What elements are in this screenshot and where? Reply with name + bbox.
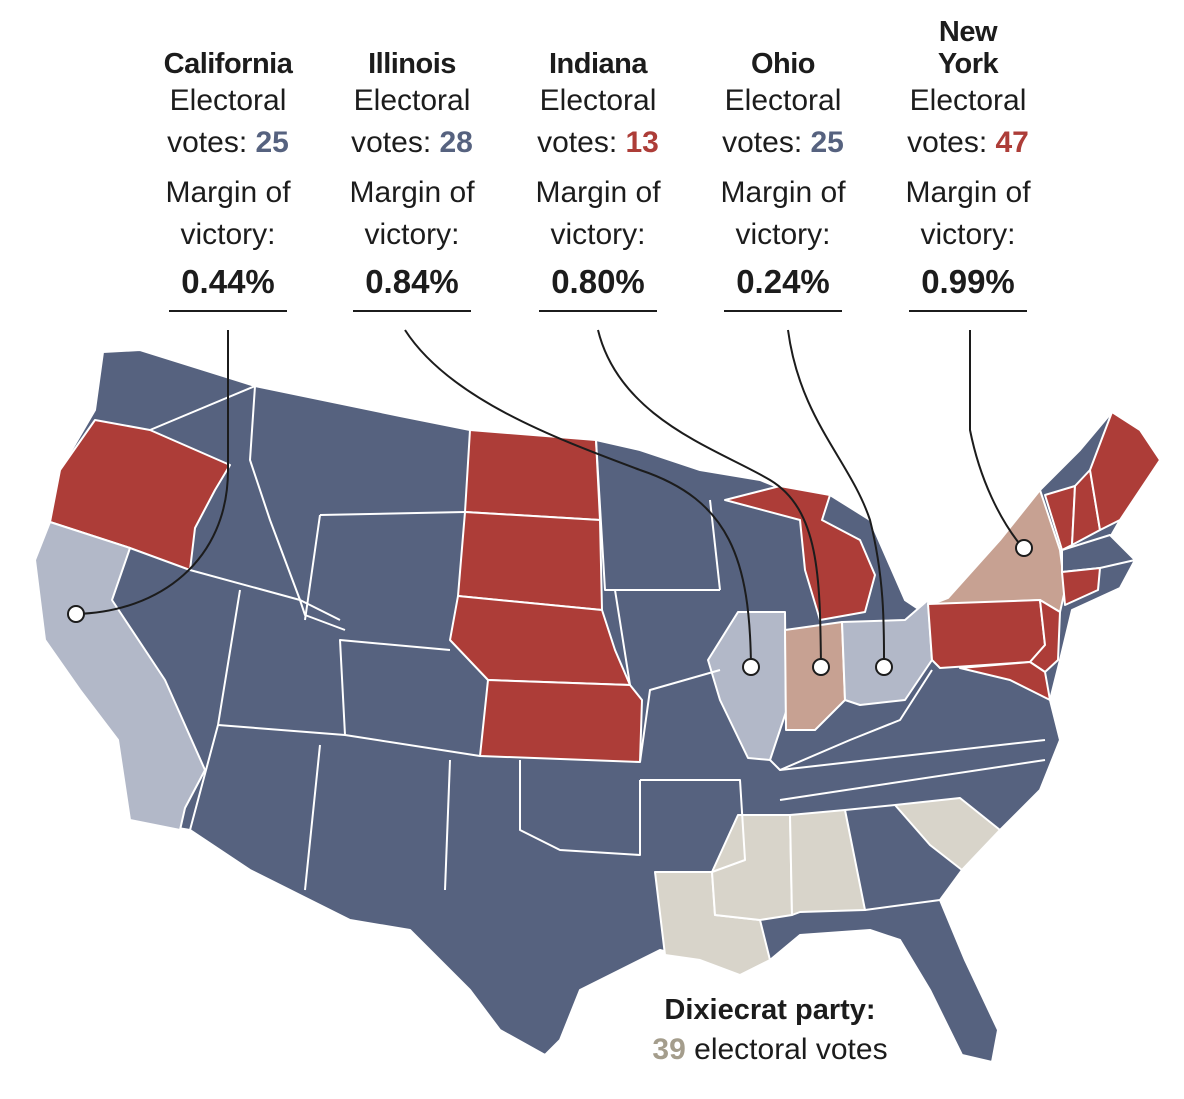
margin-value: 0.80% <box>539 260 657 312</box>
leader-indiana <box>597 329 822 668</box>
dixiecrat-title: Dixiecrat party: <box>664 994 876 1026</box>
state-north-dakota <box>464 429 601 521</box>
margin-value: 0.99% <box>909 260 1027 312</box>
marker-indiana <box>812 658 830 676</box>
callout-illinois: Illinois Electoral votes: 28 Margin of v… <box>332 10 492 312</box>
state-maryland <box>959 661 1051 701</box>
votes-label: votes: <box>907 126 988 159</box>
marker-new-york <box>1015 539 1033 557</box>
electoral-label: Electoral <box>724 84 842 117</box>
marker-california <box>67 605 85 623</box>
state-connecticut <box>1061 567 1101 606</box>
margin-label: Margin of <box>535 176 661 209</box>
leader-california <box>75 330 229 615</box>
state-california <box>34 521 206 831</box>
callout-california: California Electoral votes: 25 Margin of… <box>148 10 308 312</box>
electoral-votes-value: 13 <box>625 126 659 159</box>
dixiecrat-votes-suffix: electoral votes <box>694 1033 888 1066</box>
electoral-votes-value: 47 <box>995 126 1029 159</box>
state-michigan <box>724 485 876 621</box>
state-boundaries <box>149 385 1046 911</box>
victory-label: victory: <box>920 218 1016 251</box>
electoral-votes-value: 28 <box>439 126 473 159</box>
callout-state-name: Illinois <box>368 48 456 80</box>
victory-label: victory: <box>550 218 646 251</box>
margin-label: Margin of <box>349 176 475 209</box>
margin-value: 0.24% <box>724 260 842 312</box>
dixiecrat-note: Dixiecrat party: 39 electoral votes <box>600 990 940 1070</box>
electoral-votes-value: 25 <box>810 126 844 159</box>
leader-lines <box>75 329 1023 668</box>
callout-ohio: Ohio Electoral votes: 25 Margin of victo… <box>703 10 863 312</box>
electoral-label: Electoral <box>169 84 287 117</box>
state-indiana <box>784 621 846 731</box>
marker-illinois <box>742 658 760 676</box>
electoral-label: Electoral <box>353 84 471 117</box>
votes-label: votes: <box>167 126 248 159</box>
callout-state-name: Ohio <box>750 48 816 80</box>
margin-label: Margin of <box>905 176 1031 209</box>
votes-label: votes: <box>722 126 803 159</box>
votes-label: votes: <box>537 126 618 159</box>
state-illinois <box>707 611 787 761</box>
leader-illinois <box>404 329 752 668</box>
callout-indiana: Indiana Electoral votes: 13 Margin of vi… <box>518 10 678 312</box>
votes-label: votes: <box>351 126 432 159</box>
margin-value: 0.44% <box>169 260 287 312</box>
leader-new-york <box>969 330 1023 548</box>
leader-ohio <box>787 329 886 668</box>
victory-label: victory: <box>180 218 276 251</box>
state-ohio <box>841 599 933 706</box>
dixiecrat-votes-value: 39 <box>652 1033 686 1066</box>
victory-label: victory: <box>735 218 831 251</box>
callout-state-name: New York <box>937 16 999 80</box>
electoral-votes-value: 25 <box>255 126 289 159</box>
state-kansas <box>479 679 643 763</box>
callout-state-name: California <box>163 48 293 80</box>
state-oregon <box>49 419 231 571</box>
state-south-dakota <box>457 511 603 611</box>
state-alabama <box>789 809 866 916</box>
callout-state-name: Indiana <box>548 48 648 80</box>
margin-label: Margin of <box>720 176 846 209</box>
electoral-label: Electoral <box>539 84 657 117</box>
state-pennsylvania <box>927 599 1046 669</box>
victory-label: victory: <box>364 218 460 251</box>
margin-label: Margin of <box>165 176 291 209</box>
state-maine <box>1089 411 1161 531</box>
state-massachusetts <box>1061 534 1136 573</box>
electoral-label: Electoral <box>909 84 1027 117</box>
marker-ohio <box>875 658 893 676</box>
callout-new-york: New York Electoral votes: 47 Margin of v… <box>888 10 1048 312</box>
state-south-carolina <box>894 797 1001 871</box>
margin-value: 0.84% <box>353 260 471 312</box>
